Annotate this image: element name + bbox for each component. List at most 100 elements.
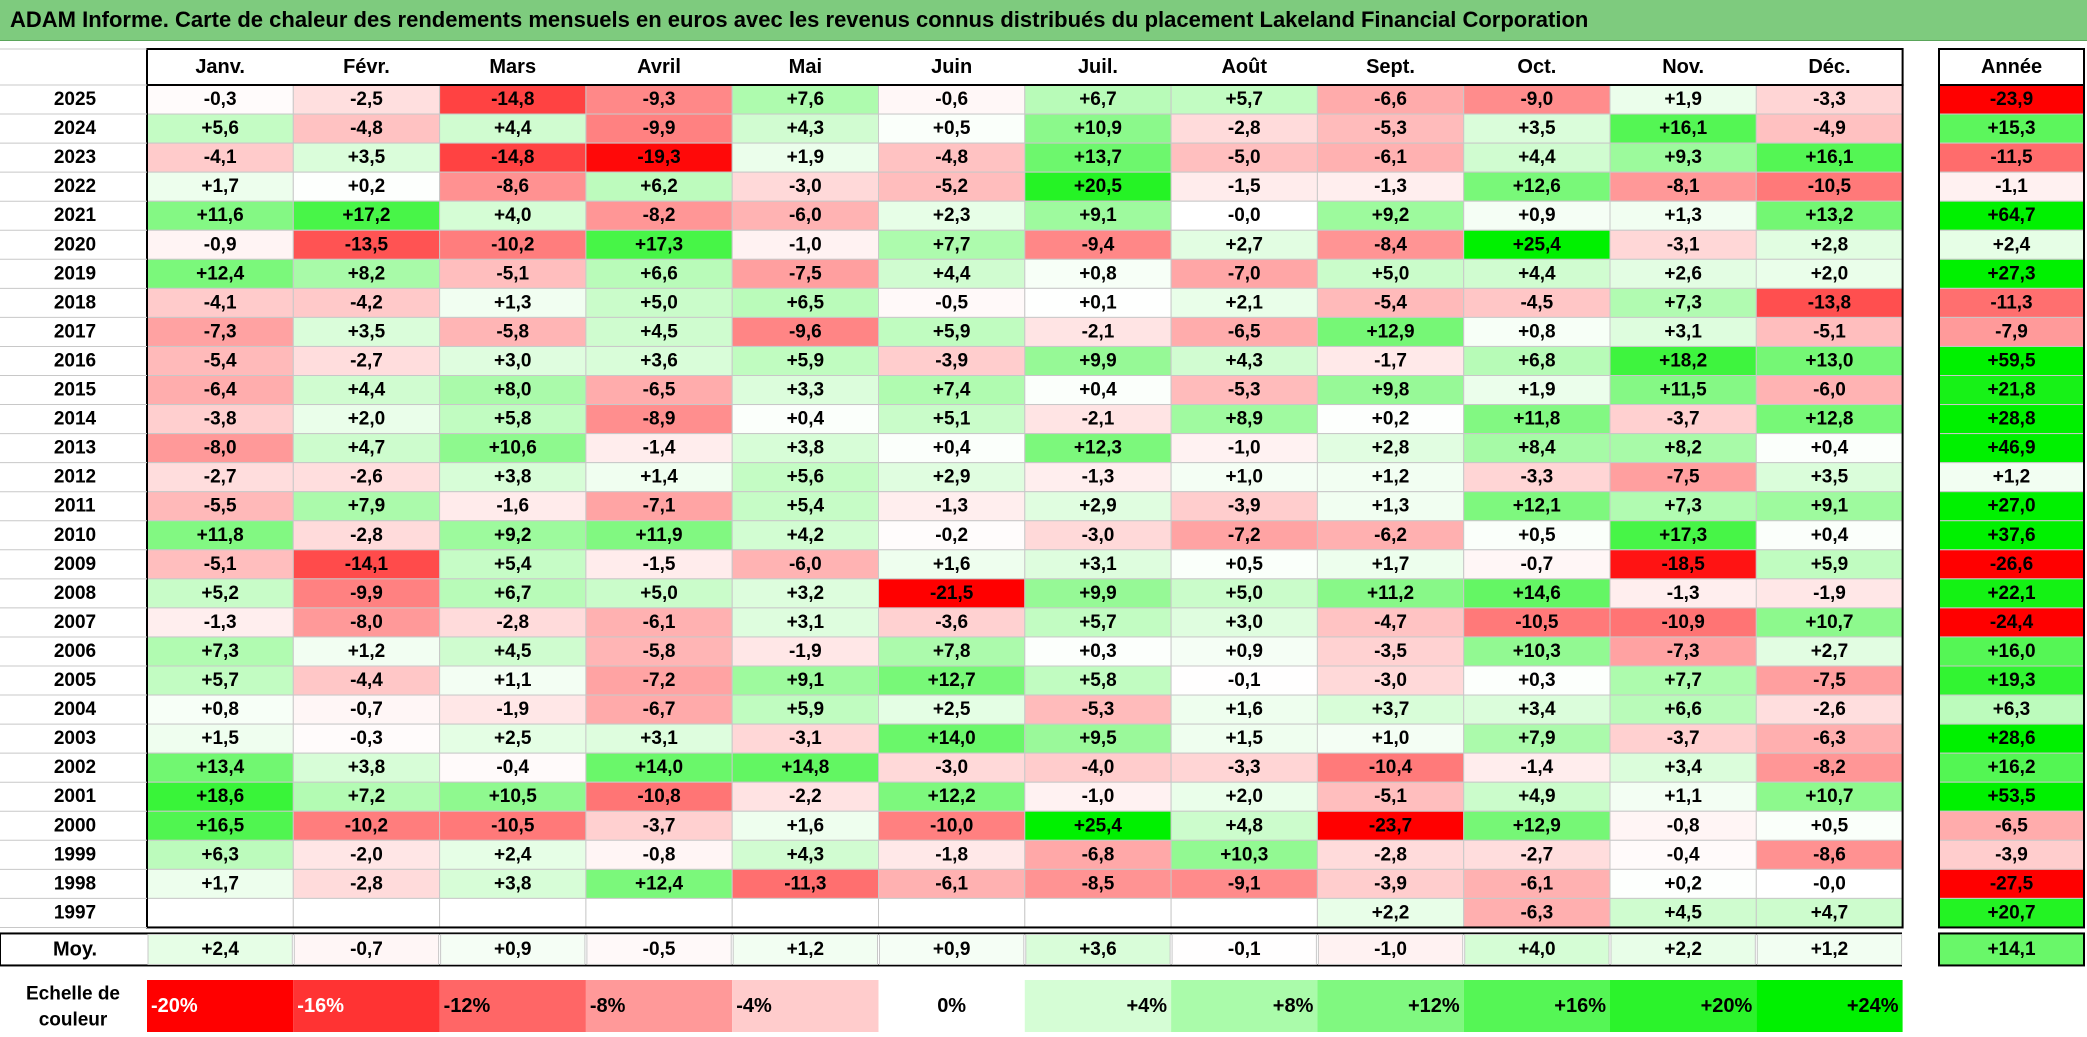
heat-cell-value: -23,7 bbox=[1369, 815, 1412, 836]
heat-cell-value: +0,4 bbox=[787, 409, 825, 430]
heat-cell bbox=[1609, 810, 1757, 841]
heat-cell-value: -2,1 bbox=[1082, 321, 1115, 342]
heat-cell-value: +14,0 bbox=[635, 757, 683, 778]
year-label-2003: 2003 bbox=[54, 728, 96, 749]
heat-cell-value: +3,4 bbox=[1518, 699, 1556, 720]
heat-cell bbox=[585, 752, 733, 783]
heat-cell bbox=[439, 752, 587, 783]
year-label-2020: 2020 bbox=[54, 234, 96, 255]
average-value: +1,2 bbox=[1811, 939, 1849, 960]
heat-cell-value: +3,6 bbox=[640, 350, 678, 371]
heat-cell-value: +4,4 bbox=[348, 380, 386, 401]
heat-cell bbox=[292, 491, 441, 522]
heat-cell-value: +0,5 bbox=[933, 118, 971, 139]
average-cell bbox=[293, 933, 440, 965]
heat-cell-value: +5,6 bbox=[787, 467, 825, 488]
heat-cell-value: +5,0 bbox=[1225, 583, 1263, 604]
heat-cell bbox=[1755, 810, 1904, 841]
heat-cell bbox=[1024, 258, 1172, 289]
heat-cell-value: +18,2 bbox=[1659, 350, 1707, 371]
heat-cell-value: -6,0 bbox=[789, 205, 822, 226]
heat-cell-value: +10,5 bbox=[489, 786, 538, 807]
heat-cell-value: +4,8 bbox=[1225, 815, 1263, 836]
heat-cell-value: -0,2 bbox=[935, 525, 968, 546]
heat-cell bbox=[1609, 578, 1757, 609]
heat-cell-value: -8,1 bbox=[1667, 176, 1700, 197]
heat-cell bbox=[1170, 113, 1318, 144]
scale-label: +8% bbox=[1273, 995, 1314, 1017]
heat-cell-value: +18,6 bbox=[196, 786, 244, 807]
heat-cell-value: +10,3 bbox=[1220, 844, 1268, 865]
heat-cell bbox=[585, 491, 733, 522]
heat-cell-value: +7,7 bbox=[1664, 670, 1702, 691]
heat-cell bbox=[1024, 607, 1172, 638]
heat-cell-value: -6,0 bbox=[789, 554, 822, 575]
heat-cell bbox=[1463, 665, 1611, 696]
heat-cell bbox=[878, 345, 1026, 377]
year-label-2017: 2017 bbox=[54, 321, 96, 342]
heat-cell-value: +2,0 bbox=[348, 409, 386, 430]
heat-cell bbox=[1170, 578, 1318, 609]
heat-cell-value: +1,3 bbox=[1372, 496, 1410, 517]
annual-value: -6,5 bbox=[1995, 815, 2028, 836]
year-label-2018: 2018 bbox=[54, 292, 96, 313]
year-label-2022: 2022 bbox=[54, 176, 96, 197]
heat-cell-value: +8,2 bbox=[1664, 438, 1702, 459]
heat-cell bbox=[731, 839, 880, 870]
heat-cell bbox=[1609, 113, 1757, 144]
heat-cell-value: +2,8 bbox=[1372, 438, 1410, 459]
heat-cell-value: +3,8 bbox=[348, 757, 386, 778]
heat-cell bbox=[585, 607, 733, 638]
heat-cell-value: +5,4 bbox=[494, 554, 532, 575]
heat-cell bbox=[146, 433, 294, 464]
annual-value: +20,7 bbox=[1987, 902, 2035, 923]
heat-cell bbox=[1170, 258, 1318, 289]
heat-cell bbox=[1316, 578, 1465, 609]
heat-cell bbox=[878, 897, 1026, 928]
heat-cell bbox=[1755, 84, 1904, 115]
heat-cell bbox=[878, 200, 1026, 231]
heat-cell-value: +1,5 bbox=[1225, 728, 1263, 749]
heat-cell-value: +11,8 bbox=[197, 525, 244, 546]
heat-cell-value: +5,8 bbox=[494, 409, 532, 430]
heat-cell-value: -3,5 bbox=[1374, 641, 1407, 662]
heat-cell bbox=[292, 142, 441, 173]
scale-label: -12% bbox=[444, 995, 491, 1017]
heat-cell-value: +12,6 bbox=[1513, 176, 1561, 197]
heat-cell-value: +7,3 bbox=[201, 641, 239, 662]
year-label-2025: 2025 bbox=[54, 89, 97, 110]
heat-cell bbox=[1170, 142, 1318, 173]
average-cell bbox=[879, 933, 1025, 965]
heat-cell-value: +3,0 bbox=[1225, 612, 1263, 633]
heat-cell bbox=[1170, 229, 1318, 260]
annual-cell bbox=[1938, 520, 2085, 551]
heat-cell bbox=[439, 897, 587, 928]
heat-cell-value: +12,2 bbox=[928, 786, 976, 807]
heat-cell-value: +2,1 bbox=[1225, 292, 1263, 313]
heat-cell-value: +20,5 bbox=[1074, 176, 1123, 197]
heat-cell bbox=[1755, 607, 1904, 638]
heat-cell bbox=[439, 694, 587, 725]
heat-cell-value: -7,5 bbox=[1667, 467, 1700, 488]
heat-cell bbox=[1755, 171, 1904, 202]
heat-cell-value: -14,8 bbox=[491, 89, 534, 110]
heat-cell bbox=[878, 491, 1026, 522]
heat-cell-value: +8,2 bbox=[348, 263, 386, 284]
heat-cell-value: +1,3 bbox=[494, 292, 532, 313]
heat-cell bbox=[1463, 316, 1611, 347]
year-label-2016: 2016 bbox=[54, 350, 96, 371]
heat-cell-value: -8,2 bbox=[1813, 757, 1846, 778]
heat-cell bbox=[878, 258, 1026, 289]
heat-cell bbox=[731, 84, 880, 115]
heat-cell-value: +11,9 bbox=[636, 525, 683, 546]
heat-cell-value: +6,6 bbox=[1664, 699, 1702, 720]
heat-cell-value: -3,0 bbox=[1082, 525, 1115, 546]
annual-cell bbox=[1938, 171, 2085, 202]
average-cell bbox=[1025, 933, 1171, 965]
annual-cell bbox=[1938, 781, 2085, 812]
month-header-9: Sept. bbox=[1366, 56, 1415, 78]
heat-cell bbox=[1316, 897, 1465, 928]
heat-cell bbox=[585, 868, 733, 899]
heat-cell-value: -5,8 bbox=[643, 641, 676, 662]
month-header-2: Févr. bbox=[343, 56, 390, 78]
